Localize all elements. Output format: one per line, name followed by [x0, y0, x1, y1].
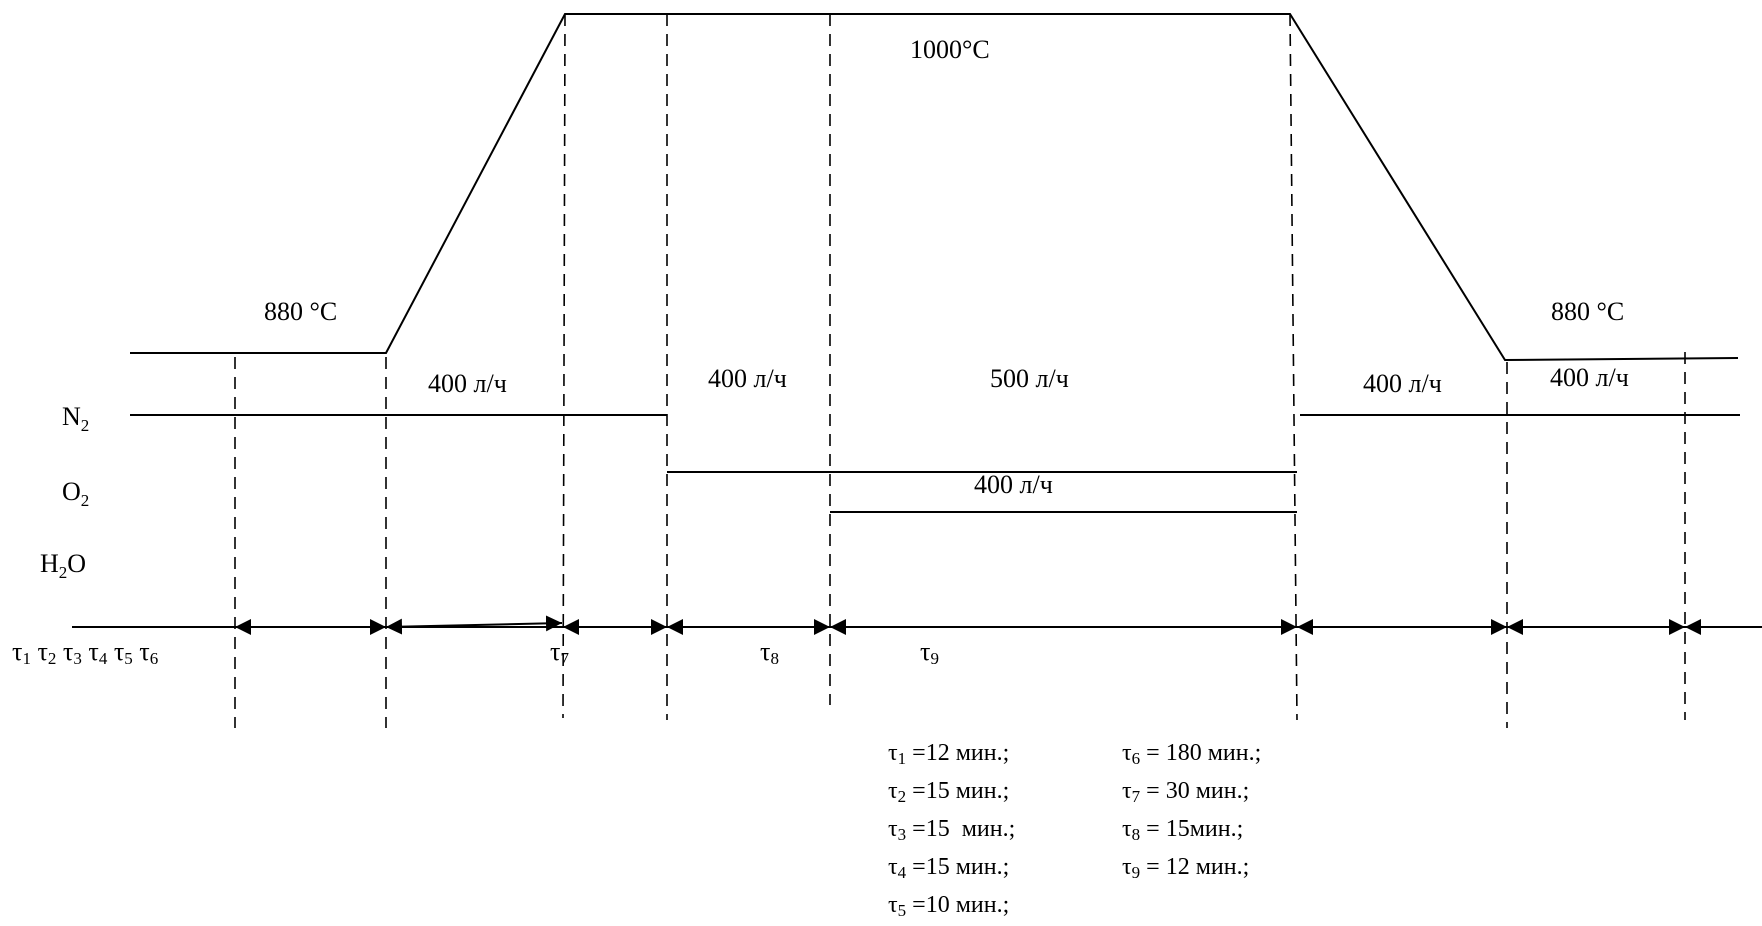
- time-marker-3: [562, 13, 566, 719]
- flow-label-n2-right2: 400 л/ч: [1550, 363, 1629, 392]
- legend-item-t3: τ3 =15 мин.;: [888, 816, 1015, 844]
- legend-item-t5: τ5 =10 мин.;: [888, 892, 1009, 920]
- flow-label-o2: 400 л/ч: [974, 470, 1053, 499]
- legend-item-t7: τ7 = 30 мин.;: [1122, 778, 1249, 806]
- temp-label-right: 880 °C: [1551, 297, 1624, 326]
- interval-arrow-2: [385, 615, 563, 635]
- time-marker-6: [1289, 13, 1298, 721]
- temp-label-left: 880 °C: [264, 297, 337, 326]
- temperature-profile-line: [130, 13, 1739, 362]
- temp-label-top: 1000°C: [910, 35, 990, 64]
- time-label-group: τ1 τ2 τ3 τ4 τ5 τ6: [12, 637, 158, 670]
- time-label-t7: τ7: [550, 637, 569, 668]
- legend-column-2: τ6 = 180 мин.; τ7 = 30 мин.; τ8 = 15мин.…: [1122, 740, 1261, 882]
- gas-label-n2: N2: [62, 402, 89, 435]
- legend-item-t1: τ1 =12 мин.;: [888, 740, 1009, 768]
- flow-label-n2-mid: 400 л/ч: [708, 364, 787, 393]
- flow-label-n2-right1: 400 л/ч: [1363, 369, 1442, 398]
- legend-item-t6: τ6 = 180 мин.;: [1122, 740, 1261, 768]
- flow-label-n2-peak: 500 л/ч: [990, 364, 1069, 393]
- legend-item-t4: τ4 =15 мин.;: [888, 854, 1009, 882]
- gas-label-o2: O2: [62, 477, 89, 510]
- time-label-t9: τ9: [920, 637, 939, 668]
- legend-item-t9: τ9 = 12 мин.;: [1122, 854, 1249, 882]
- gas-label-h2o: H2O: [40, 549, 86, 582]
- legend-column-1: τ1 =12 мин.; τ2 =15 мин.; τ3 =15 мин.; τ…: [888, 740, 1015, 920]
- time-label-t8: τ8: [760, 637, 779, 668]
- legend-item-t2: τ2 =15 мин.;: [888, 778, 1009, 806]
- flow-label-n2-left: 400 л/ч: [428, 369, 507, 398]
- legend-item-t8: τ8 = 15мин.;: [1122, 816, 1243, 844]
